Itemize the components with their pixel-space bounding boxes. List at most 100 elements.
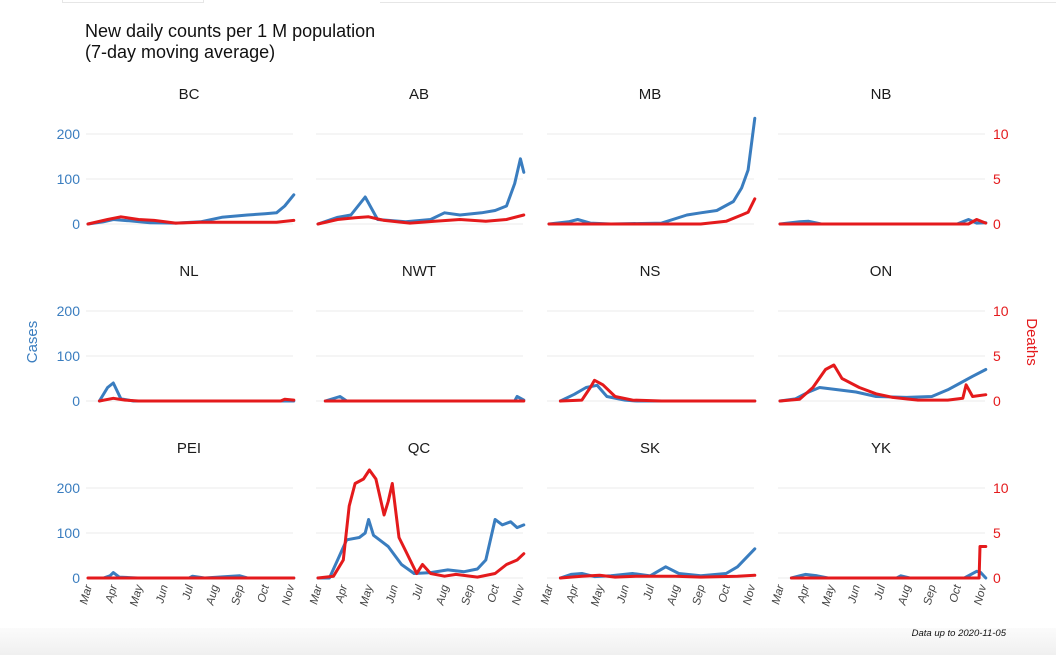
y-tick-right: 5	[993, 348, 1001, 364]
x-tick: Jun	[154, 584, 171, 606]
x-tick: Sep	[230, 583, 247, 606]
x-tick: Jun	[846, 584, 863, 606]
panel-nb: NB 0 5 10	[778, 86, 1009, 232]
x-tick: Mar	[308, 583, 325, 606]
panel-title: BC	[179, 86, 200, 103]
x-tick: Oct	[948, 583, 964, 604]
browser-tab-strip	[62, 0, 204, 3]
y-tick-left: 0	[72, 393, 80, 409]
y-tick-right: 0	[993, 570, 1001, 586]
footer-note: Data up to 2020-11-05	[912, 628, 1007, 639]
mb-cases-line	[547, 116, 757, 226]
y-tick-right: 0	[993, 393, 1001, 409]
x-tick: Oct	[486, 583, 502, 604]
x-tick: May	[358, 582, 376, 607]
panel-title: QC	[408, 440, 431, 457]
x-tick: Sep	[460, 583, 477, 606]
qc-cases-line	[316, 518, 526, 580]
qc-deaths-line	[316, 468, 526, 580]
browser-tab-strip-right	[380, 0, 1056, 3]
yk-deaths-line	[789, 545, 988, 580]
bc-deaths-line	[86, 215, 296, 226]
y-tick-right: 0	[993, 216, 1001, 232]
x-tick: Apr	[104, 583, 121, 605]
x-tick: Jun	[384, 584, 401, 606]
on-deaths-line	[778, 363, 988, 403]
panel-title: NB	[871, 86, 892, 103]
ns-deaths-line	[558, 378, 757, 403]
panel-title: NS	[640, 263, 661, 280]
panel-title: SK	[640, 440, 660, 457]
y-tick-left: 100	[57, 525, 81, 541]
chart-title-line2: (7-day moving average)	[85, 42, 275, 62]
x-tick: Sep	[922, 583, 939, 606]
y-tick-right: 5	[993, 171, 1001, 187]
x-tick: Jul	[872, 583, 888, 602]
panel-title: MB	[639, 86, 662, 103]
x-tick: Aug	[204, 583, 221, 607]
panel-pei: PEI 0 100 200 Mar Apr May Jun Jul Aug Sep Oct Nov	[57, 440, 298, 608]
x-tick: Oct	[256, 583, 272, 604]
panel-ab: AB	[316, 86, 526, 226]
x-tick: Mar	[78, 583, 95, 606]
x-tick: Mar	[539, 583, 556, 606]
ab-deaths-line	[316, 213, 526, 226]
y-tick-right: 5	[993, 525, 1001, 541]
y-tick-left: 200	[57, 480, 81, 496]
page-bottom-bar	[0, 628, 1056, 655]
x-tick: Sep	[691, 583, 708, 606]
nl-deaths-line	[97, 396, 296, 403]
x-tick: May	[128, 582, 146, 607]
bc-cases-line	[86, 193, 296, 226]
y-tick-right: 10	[993, 480, 1009, 496]
ab-cases-line	[316, 157, 526, 226]
panel-nwt: NWT	[316, 263, 526, 403]
y-tick-right: 10	[993, 303, 1009, 319]
x-tick: Jul	[641, 583, 657, 602]
y-tick-left: 100	[57, 348, 81, 364]
x-tick: Nov	[280, 582, 297, 606]
sk-cases-line	[558, 547, 757, 580]
x-tick: Nov	[741, 582, 758, 606]
panel-mb: MB	[547, 86, 757, 226]
y-tick-left: 100	[57, 171, 81, 187]
y-tick-right: 10	[993, 126, 1009, 142]
x-tick: Apr	[334, 583, 351, 605]
x-tick: Jul	[180, 583, 196, 602]
panel-title: PEI	[177, 440, 201, 457]
panel-title: ON	[870, 263, 893, 280]
x-tick: Aug	[665, 583, 682, 607]
panel-title: AB	[409, 86, 429, 103]
y-axis-left-label: Cases	[24, 321, 41, 364]
panel-qc: QC Mar Apr May Jun Jul Aug Sep Oct Nov	[308, 440, 527, 608]
y-tick-left: 0	[72, 216, 80, 232]
x-tick: Aug	[434, 583, 451, 607]
panel-nl: NL 0 100 200	[57, 263, 296, 409]
chart-title-line1: New daily counts per 1 M population	[85, 21, 375, 41]
y-tick-left: 0	[72, 570, 80, 586]
panel-sk: SK Mar Apr May Jun Jul Aug Sep Oct Nov	[539, 440, 758, 608]
x-tick: Apr	[796, 583, 813, 605]
x-tick: Jun	[615, 584, 632, 606]
mb-deaths-line	[547, 197, 757, 226]
x-tick: Nov	[972, 582, 989, 606]
nl-cases-line	[97, 381, 296, 403]
panel-title: NL	[179, 263, 198, 280]
y-tick-left: 200	[57, 303, 81, 319]
x-tick: Aug	[896, 583, 913, 607]
panel-on: ON 0 5 10	[778, 263, 1009, 409]
nb-deaths-line	[778, 218, 988, 226]
panel-bc: BC 0 100 200	[57, 86, 296, 232]
x-tick: Oct	[717, 583, 733, 604]
x-tick: Mar	[770, 583, 787, 606]
y-axis-right-label: Deaths	[1023, 318, 1040, 366]
panel-yk: YK 0 5 10 Mar Apr May Jun Jul Aug Sep Oct Nov	[770, 440, 1009, 608]
x-tick: May	[589, 582, 607, 607]
panel-ns: NS	[547, 263, 757, 403]
sk-deaths-line	[558, 573, 757, 580]
x-tick: May	[820, 582, 838, 607]
panel-title: NWT	[402, 263, 436, 280]
panel-title: YK	[871, 440, 891, 457]
x-tick: Jul	[410, 583, 426, 602]
x-tick: Apr	[565, 583, 582, 605]
